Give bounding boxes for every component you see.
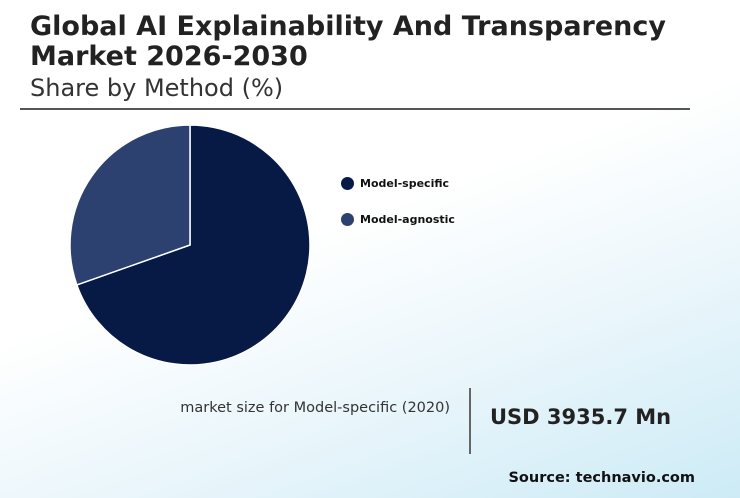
legend-label: Model-specific (360, 176, 450, 190)
pie-slice-model-specific (75, 124, 311, 366)
header-divider (20, 108, 690, 110)
legend-swatch (341, 176, 354, 190)
stat-label: market size for Model-specific (2020) (180, 400, 450, 416)
chart-legend: Model-specific Model-agnostic (341, 174, 455, 246)
legend-item: Model-agnostic (341, 210, 455, 228)
pie-slice-model-agnostic (69, 124, 191, 286)
stat-divider (469, 388, 471, 454)
page-title: Global AI Explainability And Transparenc… (30, 11, 666, 72)
pie-chart (60, 115, 320, 375)
chart-subtitle: Share by Method (%) (30, 74, 284, 102)
legend-label: Model-agnostic (360, 212, 455, 226)
stat-value: USD 3935.7 Mn (490, 405, 672, 429)
legend-item: Model-specific (341, 174, 455, 192)
source-credit: Source: technavio.com (508, 470, 695, 486)
pie-svg (69, 124, 311, 366)
legend-swatch (341, 212, 354, 226)
